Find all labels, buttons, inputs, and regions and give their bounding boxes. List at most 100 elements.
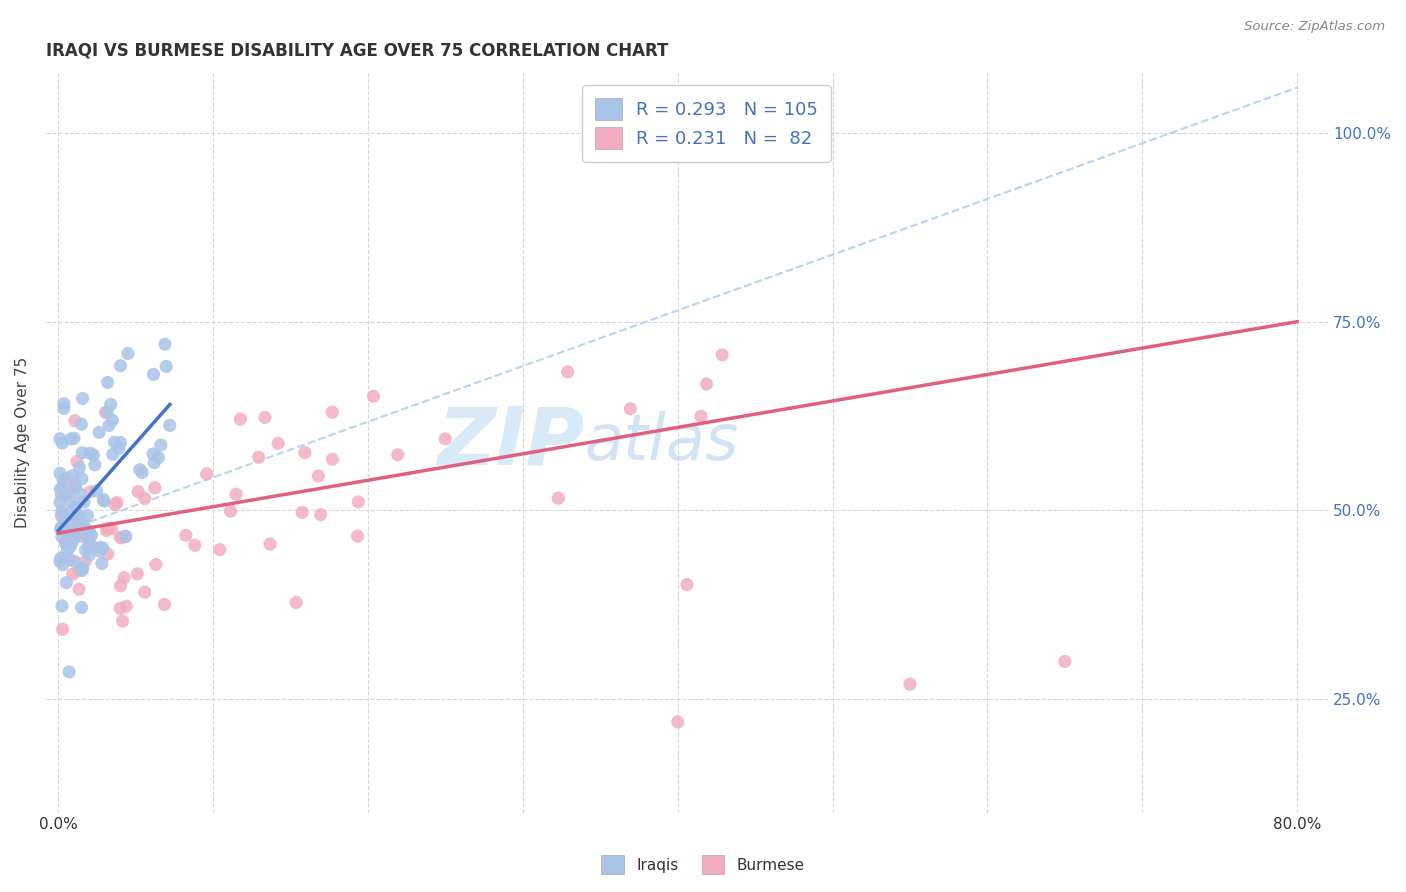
Point [72, 529, 94, 543]
Point [67, 563, 90, 577]
Point [229, 412, 252, 426]
Point [100, 521, 122, 535]
Point [247, 450, 270, 465]
Point [63, 414, 86, 428]
Point [110, 579, 132, 593]
Point [294, 445, 316, 459]
Point [67, 460, 90, 475]
Point [148, 450, 170, 465]
Point [49, 483, 72, 497]
Point [195, 467, 218, 481]
Point [62, 533, 84, 548]
Point [153, 337, 176, 351]
Point [56, 471, 79, 485]
Point [55, 515, 77, 529]
Point [307, 469, 329, 483]
Point [52, 473, 75, 487]
Point [49, 555, 72, 569]
Point [101, 413, 124, 427]
Point [51, 520, 73, 534]
Point [97, 521, 120, 535]
Point [62, 468, 84, 483]
Point [114, 529, 136, 543]
Point [619, 401, 641, 416]
Point [63, 478, 86, 492]
Point [219, 504, 242, 518]
Point [105, 495, 128, 509]
Point [60, 527, 83, 541]
Point [53, 484, 76, 499]
Point [51, 504, 73, 518]
Point [114, 529, 136, 543]
Point [89, 544, 111, 558]
Point [49, 466, 72, 480]
Point [145, 558, 167, 572]
Point [56, 545, 79, 559]
Point [557, 365, 579, 379]
Point [110, 359, 132, 373]
Point [143, 481, 166, 495]
Point [76, 523, 98, 537]
Point [347, 495, 370, 509]
Text: IRAQI VS BURMESE DISABILITY AGE OVER 75 CORRELATION CHART: IRAQI VS BURMESE DISABILITY AGE OVER 75 … [46, 42, 668, 60]
Point [90, 557, 112, 571]
Point [52, 401, 75, 416]
Point [60, 432, 83, 446]
Point [62, 481, 84, 495]
Point [63, 554, 86, 568]
Point [128, 462, 150, 476]
Point [321, 405, 343, 419]
Point [51, 530, 73, 544]
Point [58, 665, 80, 679]
Point [80, 528, 103, 542]
Text: atlas: atlas [585, 411, 738, 474]
Point [56, 533, 79, 547]
Point [59, 540, 82, 554]
Point [63, 480, 86, 494]
Point [77, 532, 100, 546]
Point [89, 541, 111, 555]
Point [67, 582, 90, 597]
Text: ZIP: ZIP [437, 403, 585, 482]
Point [67, 520, 90, 534]
Point [51, 509, 73, 524]
Point [73, 555, 96, 569]
Point [49, 522, 72, 536]
Point [91, 492, 114, 507]
Point [51, 487, 73, 501]
Point [55, 575, 77, 590]
Point [65, 500, 87, 514]
Text: Source: ZipAtlas.com: Source: ZipAtlas.com [1244, 20, 1385, 33]
Point [115, 599, 138, 614]
Point [59, 527, 82, 541]
Point [55, 536, 77, 550]
Point [52, 522, 75, 536]
Point [108, 601, 131, 615]
Point [70, 472, 93, 486]
Point [94, 405, 117, 419]
Point [67, 508, 90, 523]
Point [127, 484, 149, 499]
Point [72, 445, 94, 459]
Point [62, 567, 84, 582]
Point [51, 436, 73, 450]
Point [79, 540, 101, 554]
Point [112, 571, 135, 585]
Point [67, 510, 90, 524]
Point [77, 533, 100, 547]
Point [69, 486, 91, 500]
Point [79, 484, 101, 499]
Point [66, 515, 89, 529]
Point [59, 552, 82, 566]
Point [104, 498, 127, 512]
Point [63, 431, 86, 445]
Point [676, 577, 699, 591]
Point [69, 522, 91, 536]
Point [321, 452, 343, 467]
Point [149, 438, 172, 452]
Legend: Iraqis, Burmese: Iraqis, Burmese [595, 849, 811, 880]
Point [59, 520, 82, 534]
Point [52, 480, 75, 494]
Point [111, 614, 134, 628]
Point [82, 448, 104, 462]
